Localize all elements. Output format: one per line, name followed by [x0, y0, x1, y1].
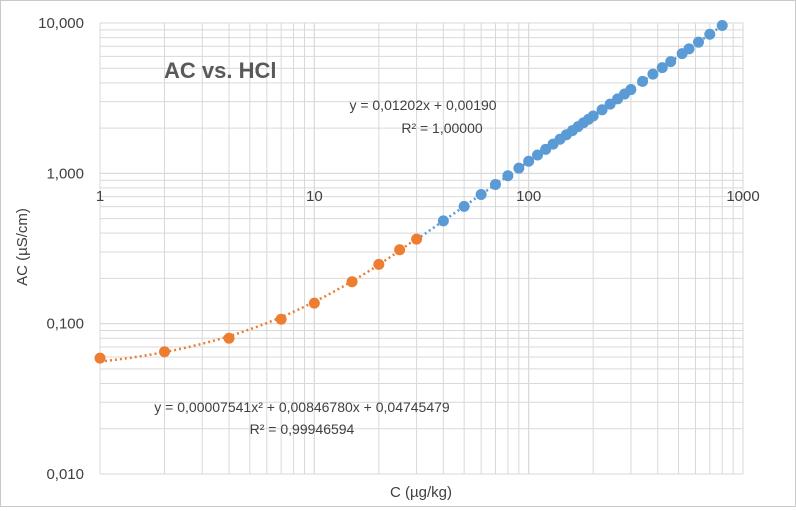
- data-point-series-2: [716, 20, 728, 32]
- x-axis-title: C (µg/kg): [390, 484, 452, 501]
- data-point-series-1: [394, 244, 406, 256]
- data-point-series-1: [308, 297, 320, 309]
- data-point-series-2: [683, 43, 695, 55]
- data-point-series-1: [275, 313, 287, 325]
- data-point-series-2: [523, 155, 535, 167]
- polynomial-trendline-r2: R² = 0,99946594: [250, 421, 355, 437]
- x-tick-label: 100: [516, 188, 541, 205]
- data-point-series-2: [532, 149, 544, 161]
- y-tick-label: 10,000: [38, 15, 84, 32]
- chart-title: AC vs. HCl: [164, 58, 276, 83]
- data-point-series-2: [458, 200, 470, 212]
- data-point-series-2: [693, 36, 705, 48]
- data-point-series-2: [489, 178, 501, 190]
- y-tick-label: 1,000: [46, 165, 84, 182]
- data-point-series-2: [475, 189, 487, 201]
- data-point-series-1: [94, 352, 106, 364]
- data-point-series-2: [513, 162, 525, 174]
- grid-layer: [99, 22, 744, 475]
- linear-trendline-equation: y = 0,01202x + 0,00190: [349, 97, 496, 113]
- data-point-series-2: [656, 62, 668, 74]
- data-point-series-2: [596, 104, 608, 116]
- data-point-series-1: [346, 276, 358, 288]
- data-point-series-2: [647, 68, 659, 80]
- point-layer: [94, 20, 728, 364]
- linear-trendline-r2: R² = 1,00000: [401, 120, 483, 136]
- data-point-series-2: [625, 84, 637, 96]
- x-tick-label: 1: [96, 188, 104, 205]
- tick-layer: 1 10 100 1000 0,010 0,100 1,000 10,000: [38, 15, 760, 483]
- y-tick-label: 0,100: [46, 316, 84, 333]
- data-point-series-1: [411, 233, 423, 245]
- trendline-series-1: [99, 237, 418, 363]
- data-point-series-1: [373, 258, 385, 270]
- data-point-series-2: [587, 110, 599, 122]
- data-point-series-2: [502, 170, 514, 182]
- x-tick-label: 10: [306, 188, 323, 205]
- y-axis-title: AC (µS/cm): [14, 208, 31, 286]
- polynomial-trendline-equation: y = 0,00007541x² + 0,00846780x + 0,04745…: [154, 399, 450, 415]
- y-tick-label: 0,010: [46, 466, 84, 483]
- data-point-series-2: [437, 215, 449, 227]
- data-point-series-2: [704, 28, 716, 40]
- data-point-series-2: [665, 56, 677, 68]
- x-tick-label: 1000: [726, 188, 759, 205]
- data-point-series-1: [223, 332, 235, 344]
- data-point-series-2: [637, 75, 649, 87]
- data-point-series-1: [159, 346, 171, 358]
